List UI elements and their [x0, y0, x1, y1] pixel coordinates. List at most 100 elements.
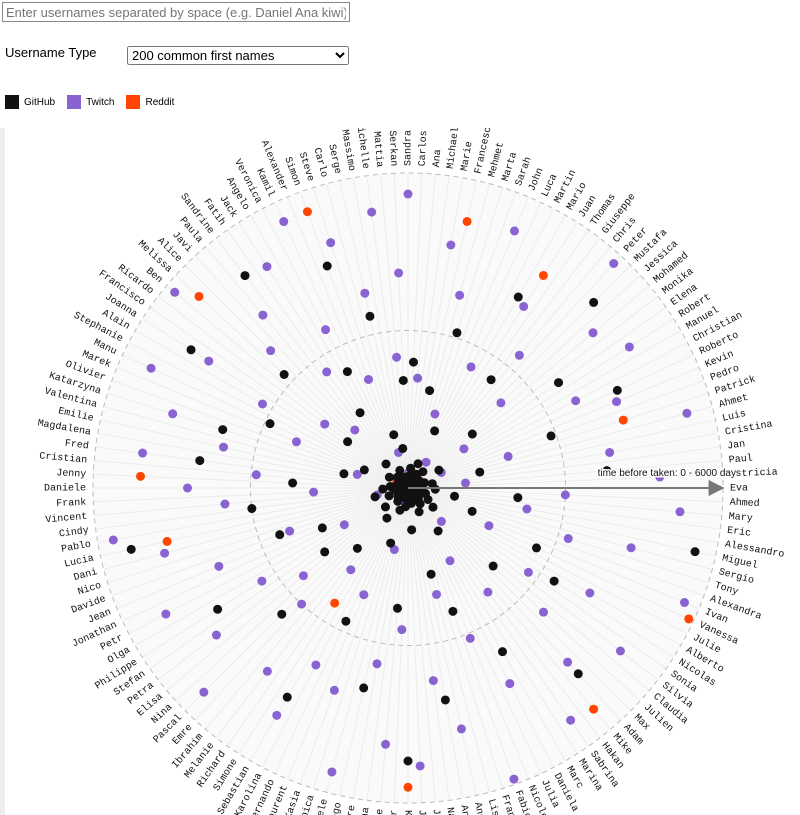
spoke [407, 487, 716, 557]
point [395, 465, 405, 475]
spoke [407, 487, 477, 796]
point [285, 526, 295, 536]
name-label: Lucie [372, 808, 387, 815]
point [563, 534, 573, 544]
point [161, 609, 171, 619]
point [612, 385, 622, 395]
point [392, 603, 402, 613]
name-label: Carlos [417, 130, 431, 167]
spoke [407, 214, 566, 489]
point [220, 499, 230, 509]
point [679, 598, 689, 608]
point [408, 357, 418, 367]
spoke [175, 274, 409, 489]
spoke [393, 173, 409, 489]
name-label: Michael [445, 128, 462, 170]
point [339, 469, 349, 479]
point [549, 576, 559, 586]
name-label: Eric [726, 525, 751, 540]
point [363, 374, 373, 384]
point [168, 409, 178, 419]
point [339, 520, 349, 530]
spoke [175, 487, 409, 702]
username-type-label: Username Type [5, 45, 97, 60]
point [626, 543, 636, 553]
point [218, 442, 228, 452]
spoke [407, 487, 491, 793]
point [257, 576, 267, 586]
point [258, 399, 268, 409]
point [218, 425, 228, 435]
point [403, 782, 413, 792]
name-label: Jenny [56, 468, 86, 480]
point [403, 756, 413, 766]
spoke [215, 487, 409, 739]
point [450, 491, 460, 501]
point [275, 530, 285, 540]
legend-swatch [67, 95, 82, 109]
point [214, 561, 224, 571]
name-label: Paul [728, 453, 753, 467]
point [538, 270, 548, 280]
point [381, 739, 391, 749]
spoke [149, 306, 409, 489]
point [675, 507, 685, 517]
point [372, 659, 382, 669]
spoke [97, 487, 409, 544]
point [350, 425, 360, 435]
point [194, 291, 204, 301]
point [498, 647, 507, 657]
username-input[interactable] [2, 2, 350, 22]
point [682, 408, 692, 418]
point [355, 408, 365, 418]
point [279, 370, 289, 380]
point [126, 544, 136, 554]
spoke [366, 487, 409, 801]
point [589, 297, 599, 307]
point [346, 565, 356, 575]
point [395, 505, 405, 515]
point [384, 472, 394, 482]
name-label: Serkan [386, 130, 400, 167]
point [352, 543, 362, 553]
point [684, 614, 694, 624]
point [605, 447, 615, 457]
point [467, 506, 477, 516]
point [446, 240, 456, 250]
point [563, 657, 573, 667]
spoke [407, 175, 450, 489]
spoke [107, 487, 409, 584]
point [392, 352, 402, 362]
spoke [262, 487, 409, 768]
spoke [286, 196, 409, 489]
point [311, 660, 321, 670]
spoke [407, 487, 436, 802]
spoke [122, 354, 409, 489]
name-label: Anna [457, 804, 472, 815]
spoke [407, 330, 682, 489]
point [415, 761, 425, 771]
point [588, 328, 598, 338]
point [690, 547, 700, 557]
point [418, 467, 428, 477]
point [486, 375, 496, 385]
legend-label: Reddit [145, 96, 175, 108]
point [322, 261, 332, 271]
point [138, 448, 148, 458]
point [434, 465, 444, 475]
username-type-select[interactable]: 200 common first names [127, 46, 349, 65]
point [538, 607, 548, 617]
point [204, 356, 214, 366]
point [265, 419, 275, 429]
point [162, 536, 172, 546]
point [407, 525, 417, 535]
point [426, 569, 436, 579]
spoke [215, 237, 409, 489]
point [461, 478, 471, 488]
point [170, 287, 180, 297]
spoke [407, 174, 436, 489]
spoke [407, 487, 542, 774]
point [413, 373, 423, 383]
name-label: Pierre [341, 804, 359, 815]
point [321, 325, 331, 335]
